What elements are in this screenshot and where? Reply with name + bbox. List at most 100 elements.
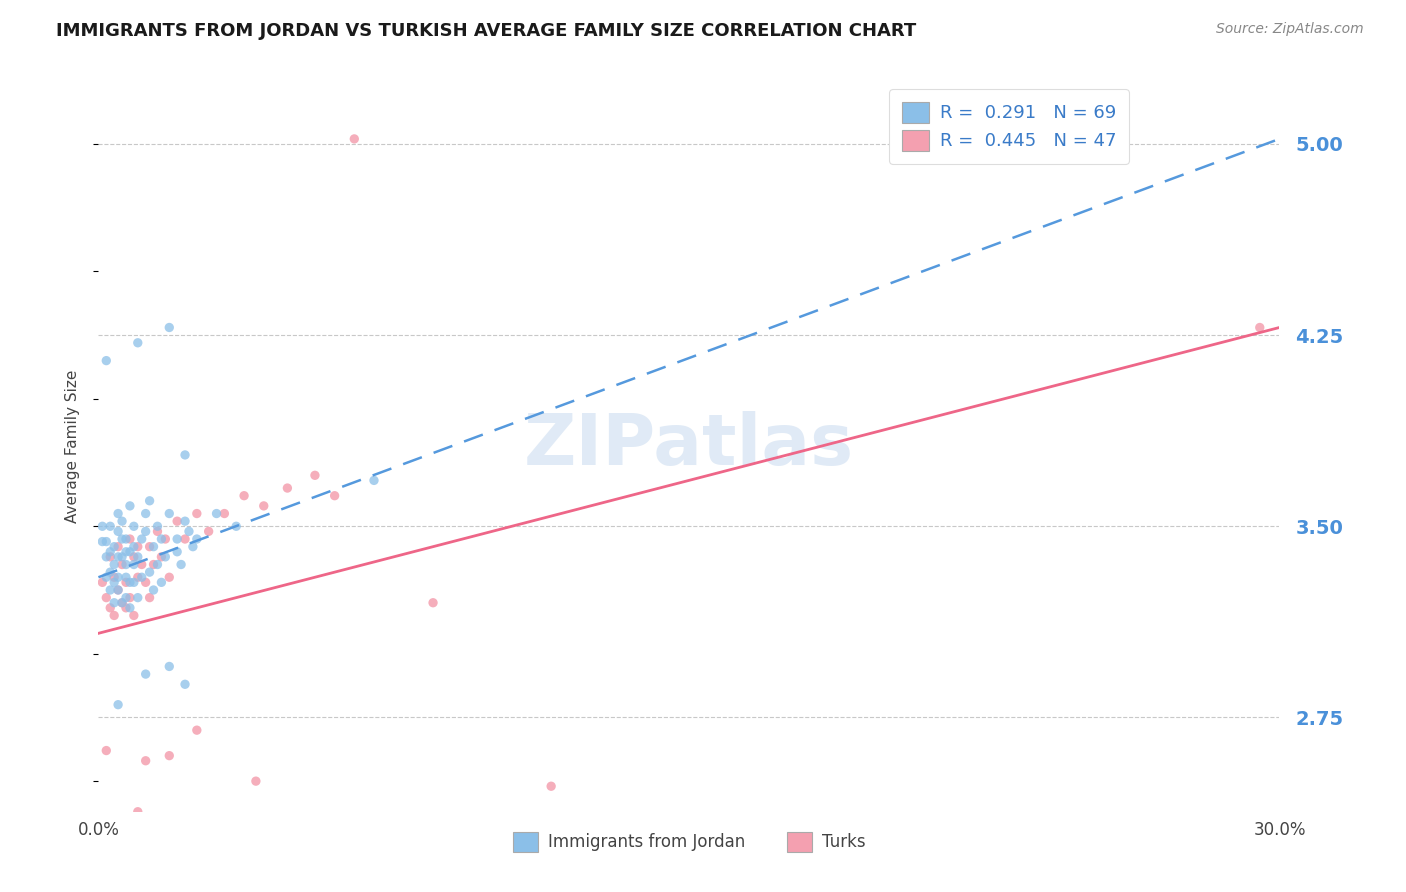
Point: [122, 540, 145, 554]
Text: ZIPatlas: ZIPatlas: [524, 411, 853, 481]
Legend: Immigrants from Jordan, Turks: Immigrants from Jordan, Turks: [506, 826, 872, 858]
Point: [276, 481, 298, 495]
Point: [107, 549, 129, 564]
Point: [245, 774, 267, 789]
Point: [122, 608, 145, 623]
Point: [127, 549, 149, 564]
Point: [118, 575, 141, 590]
Point: [127, 540, 149, 554]
Point: [214, 507, 236, 521]
Point: [91, 534, 114, 549]
Point: [122, 549, 145, 564]
Point: [157, 507, 180, 521]
Point: [1249, 320, 1271, 334]
Point: [135, 575, 157, 590]
Point: [98, 519, 121, 533]
Point: [225, 519, 247, 533]
Point: [122, 575, 145, 590]
Point: [107, 570, 129, 584]
Point: [122, 519, 145, 533]
Point: [135, 754, 157, 768]
Point: [174, 514, 197, 528]
Point: [122, 558, 145, 572]
Point: [135, 524, 157, 539]
Point: [107, 582, 129, 597]
Point: [131, 558, 153, 572]
Point: [96, 534, 118, 549]
Point: [186, 532, 208, 546]
Point: [150, 575, 173, 590]
Point: [150, 549, 173, 564]
Point: [155, 532, 177, 546]
Point: [157, 570, 180, 584]
Point: [174, 532, 197, 546]
Point: [142, 582, 165, 597]
Text: IMMIGRANTS FROM JORDAN VS TURKISH AVERAGE FAMILY SIZE CORRELATION CHART: IMMIGRANTS FROM JORDAN VS TURKISH AVERAG…: [56, 22, 917, 40]
Point: [540, 779, 562, 793]
Point: [107, 698, 129, 712]
Text: Source: ZipAtlas.com: Source: ZipAtlas.com: [1216, 22, 1364, 37]
Point: [103, 596, 125, 610]
Point: [127, 591, 149, 605]
Point: [174, 448, 197, 462]
Point: [166, 545, 188, 559]
Point: [118, 499, 141, 513]
Point: [103, 570, 125, 584]
Point: [115, 532, 138, 546]
Point: [186, 507, 208, 521]
Point: [103, 558, 125, 572]
Point: [343, 132, 366, 146]
Point: [96, 353, 118, 368]
Point: [115, 570, 138, 584]
Point: [98, 545, 121, 559]
Point: [111, 558, 134, 572]
Point: [107, 507, 129, 521]
Point: [146, 524, 169, 539]
Point: [111, 514, 134, 528]
Point: [111, 549, 134, 564]
Point: [150, 532, 173, 546]
Point: [98, 600, 121, 615]
Point: [422, 596, 444, 610]
Point: [91, 519, 114, 533]
Point: [127, 570, 149, 584]
Point: [186, 723, 208, 738]
Point: [138, 540, 160, 554]
Point: [107, 524, 129, 539]
Y-axis label: Average Family Size: Average Family Size: [65, 369, 80, 523]
Point: [142, 540, 165, 554]
Point: [115, 545, 138, 559]
Point: [115, 600, 138, 615]
Point: [157, 320, 180, 334]
Point: [98, 582, 121, 597]
Point: [157, 659, 180, 673]
Point: [131, 570, 153, 584]
Point: [91, 575, 114, 590]
Point: [96, 549, 118, 564]
Point: [115, 558, 138, 572]
Point: [103, 540, 125, 554]
Point: [166, 514, 188, 528]
Point: [138, 493, 160, 508]
Point: [138, 565, 160, 579]
Point: [96, 743, 118, 757]
Point: [118, 591, 141, 605]
Point: [127, 335, 149, 350]
Point: [142, 558, 165, 572]
Point: [107, 540, 129, 554]
Point: [304, 468, 326, 483]
Point: [323, 489, 346, 503]
Point: [118, 532, 141, 546]
Point: [127, 805, 149, 819]
Point: [111, 532, 134, 546]
Point: [205, 507, 228, 521]
Point: [197, 524, 219, 539]
Point: [174, 677, 197, 691]
Point: [115, 591, 138, 605]
Point: [107, 582, 129, 597]
Point: [157, 748, 180, 763]
Point: [103, 608, 125, 623]
Point: [146, 558, 169, 572]
Point: [138, 591, 160, 605]
Point: [135, 507, 157, 521]
